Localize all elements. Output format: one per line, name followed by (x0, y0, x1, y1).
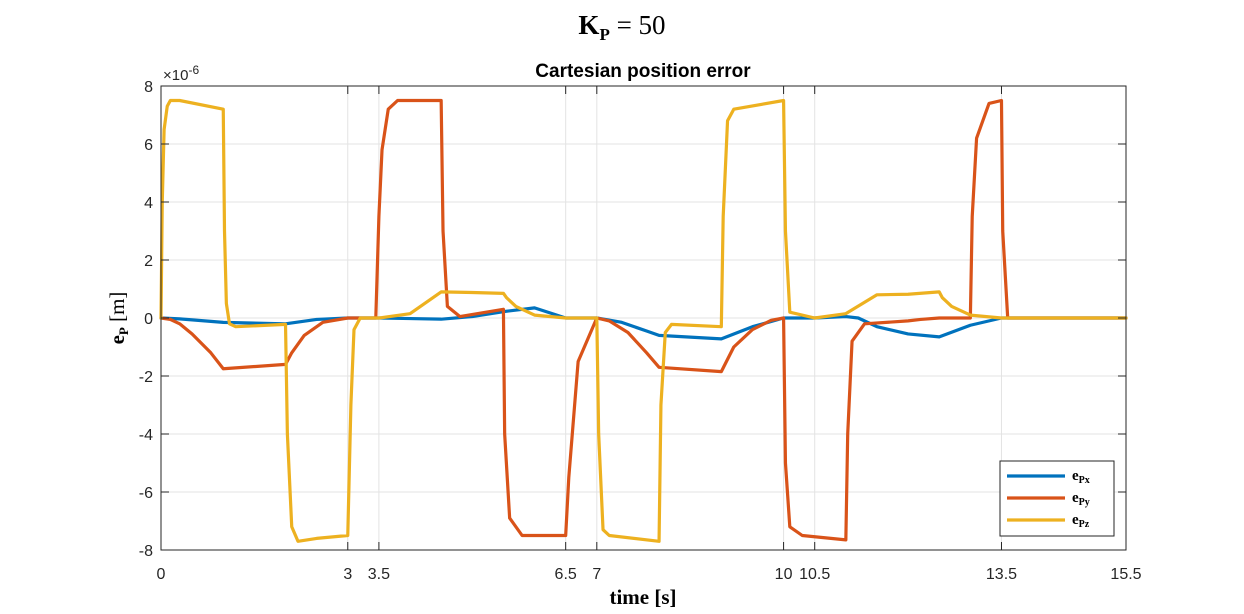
x-tick-label: 7 (592, 566, 601, 583)
y-tick-label: 8 (144, 79, 153, 96)
y-axis-label: eP [m] (105, 292, 131, 345)
y-exponent-power: -6 (188, 63, 199, 77)
y-tick-label: 4 (144, 195, 153, 212)
x-tick-label: 10 (775, 566, 793, 583)
series-line-e-pz (159, 98, 1128, 543)
chart-title: Cartesian position error (535, 61, 751, 82)
x-axis-label: time [s] (609, 585, 676, 609)
y-tick-label: 2 (144, 253, 153, 270)
y-tick-label: -6 (139, 485, 153, 502)
y-axis-exponent: ×10-6 (163, 63, 199, 84)
y-tick-labels: -8 -6 -4 -2 0 2 4 6 8 (139, 79, 153, 560)
x-tick-label: 3 (343, 566, 352, 583)
x-tick-labels: 0 3 3.5 6.5 7 10 10.5 13.5 15.5 (157, 566, 1142, 583)
legend-label-main: e (1072, 468, 1079, 484)
legend-label-main: e (1072, 490, 1079, 506)
y-tick-label: 6 (144, 137, 153, 154)
x-tick-label: 0 (157, 566, 166, 583)
ylabel-main: e (105, 335, 129, 344)
x-tick-label: 3.5 (368, 566, 390, 583)
legend-label: ePy (1072, 490, 1090, 508)
y-tick-label: -2 (139, 369, 153, 386)
x-tick-label: 15.5 (1110, 566, 1141, 583)
x-tick-label: 10.5 (799, 566, 830, 583)
legend-label: ePz (1072, 512, 1090, 530)
x-tick-label: 6.5 (555, 566, 577, 583)
suptitle-sub: P (599, 25, 609, 44)
legend-label: ePx (1072, 468, 1090, 486)
y-tick-label: -8 (139, 543, 153, 560)
x-tick-label: 13.5 (986, 566, 1017, 583)
ylabel-sub: P (116, 327, 131, 335)
suptitle-main: K (578, 10, 599, 40)
series-lines (159, 98, 1128, 543)
legend-label-main: e (1072, 512, 1079, 528)
suptitle-rest: = 50 (610, 10, 666, 40)
legend-label-sub: Pz (1079, 519, 1090, 530)
y-tick-label: -4 (139, 427, 153, 444)
legend-label-sub: Px (1079, 475, 1090, 486)
chart-suptitle: KP = 50 (578, 10, 665, 44)
legend-label-sub: Py (1079, 497, 1090, 508)
y-exponent-base: ×10 (163, 67, 188, 84)
y-tick-label: 0 (144, 311, 153, 328)
ylabel-rest: [m] (105, 292, 129, 328)
axis-ticks (160, 85, 1127, 551)
